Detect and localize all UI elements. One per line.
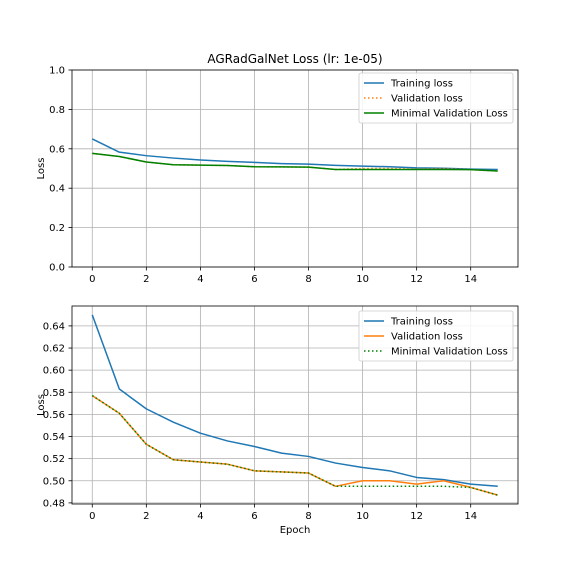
legend-box — [358, 310, 514, 362]
series-line — [91, 314, 498, 488]
series-line — [92, 152, 498, 172]
y-tick-label: 0.48 — [43, 498, 65, 509]
y-tick-label: 0.56 — [43, 410, 65, 421]
x-tick-label: 8 — [305, 274, 311, 285]
legend-label: Training loss — [390, 317, 453, 328]
x-tick-label: 4 — [197, 511, 203, 522]
y-axis-label: Loss — [36, 394, 47, 416]
y-tick-label: 0.2 — [49, 223, 65, 234]
legend-box — [358, 72, 514, 124]
chart-title: AGRadGalNet Loss (lr: 1e-05) — [207, 52, 382, 66]
legend-label: Minimal Validation Loss — [391, 347, 508, 358]
legend-label: Validation loss — [391, 94, 463, 105]
legend-label: Training loss — [390, 79, 453, 90]
x-tick-label: 2 — [143, 511, 149, 522]
y-tick-label: 0.60 — [43, 366, 65, 377]
x-tick-label: 8 — [305, 511, 311, 522]
y-tick-label: 1.0 — [49, 66, 65, 77]
x-axis-label: Epoch — [280, 525, 311, 536]
x-tick-label: 12 — [410, 511, 423, 522]
y-tick-label: 0.58 — [43, 388, 65, 399]
x-tick-label: 2 — [143, 274, 149, 285]
series-line — [91, 394, 498, 496]
loss-chart-zoomed: 0 2 4 6 8 10 12 14 0.48 0.50 0.52 0.54 0.56 0.58 0.60 0… — [36, 305, 519, 536]
x-tick-label: 10 — [356, 511, 369, 522]
series-line — [91, 394, 498, 496]
y-tick-label: 0.0 — [49, 263, 65, 274]
y-tick-label: 0.50 — [43, 476, 65, 487]
y-tick-label: 0.52 — [43, 454, 65, 465]
axes-frame — [71, 305, 519, 505]
x-tick-label: 0 — [89, 274, 95, 285]
axes-frame — [71, 69, 519, 268]
series-line — [91, 138, 498, 171]
y-tick-label: 0.62 — [43, 344, 65, 355]
y-tick-label: 0.64 — [43, 321, 65, 332]
legend-label: Minimal Validation Loss — [391, 109, 508, 120]
x-tick-label: 12 — [410, 274, 423, 285]
x-tick-label: 4 — [197, 274, 203, 285]
legend-label: Validation loss — [391, 332, 463, 343]
y-tick-label: 0.4 — [49, 184, 65, 195]
x-tick-label: 10 — [356, 274, 369, 285]
loss-chart-full-range: 0 2 4 6 8 10 12 14 0.0 0.2 0.4 0.6 0.8 1.0 Loss Trainin… — [36, 66, 519, 285]
y-tick-label: 0.54 — [43, 432, 65, 443]
x-tick-label: 14 — [464, 511, 477, 522]
x-tick-label: 14 — [464, 274, 477, 285]
x-tick-label: 6 — [251, 274, 257, 285]
y-axis-label: Loss — [36, 158, 47, 180]
x-tick-label: 6 — [251, 511, 257, 522]
x-tick-label: 0 — [89, 511, 95, 522]
y-tick-label: 0.8 — [49, 105, 65, 116]
y-tick-label: 0.6 — [49, 144, 65, 155]
